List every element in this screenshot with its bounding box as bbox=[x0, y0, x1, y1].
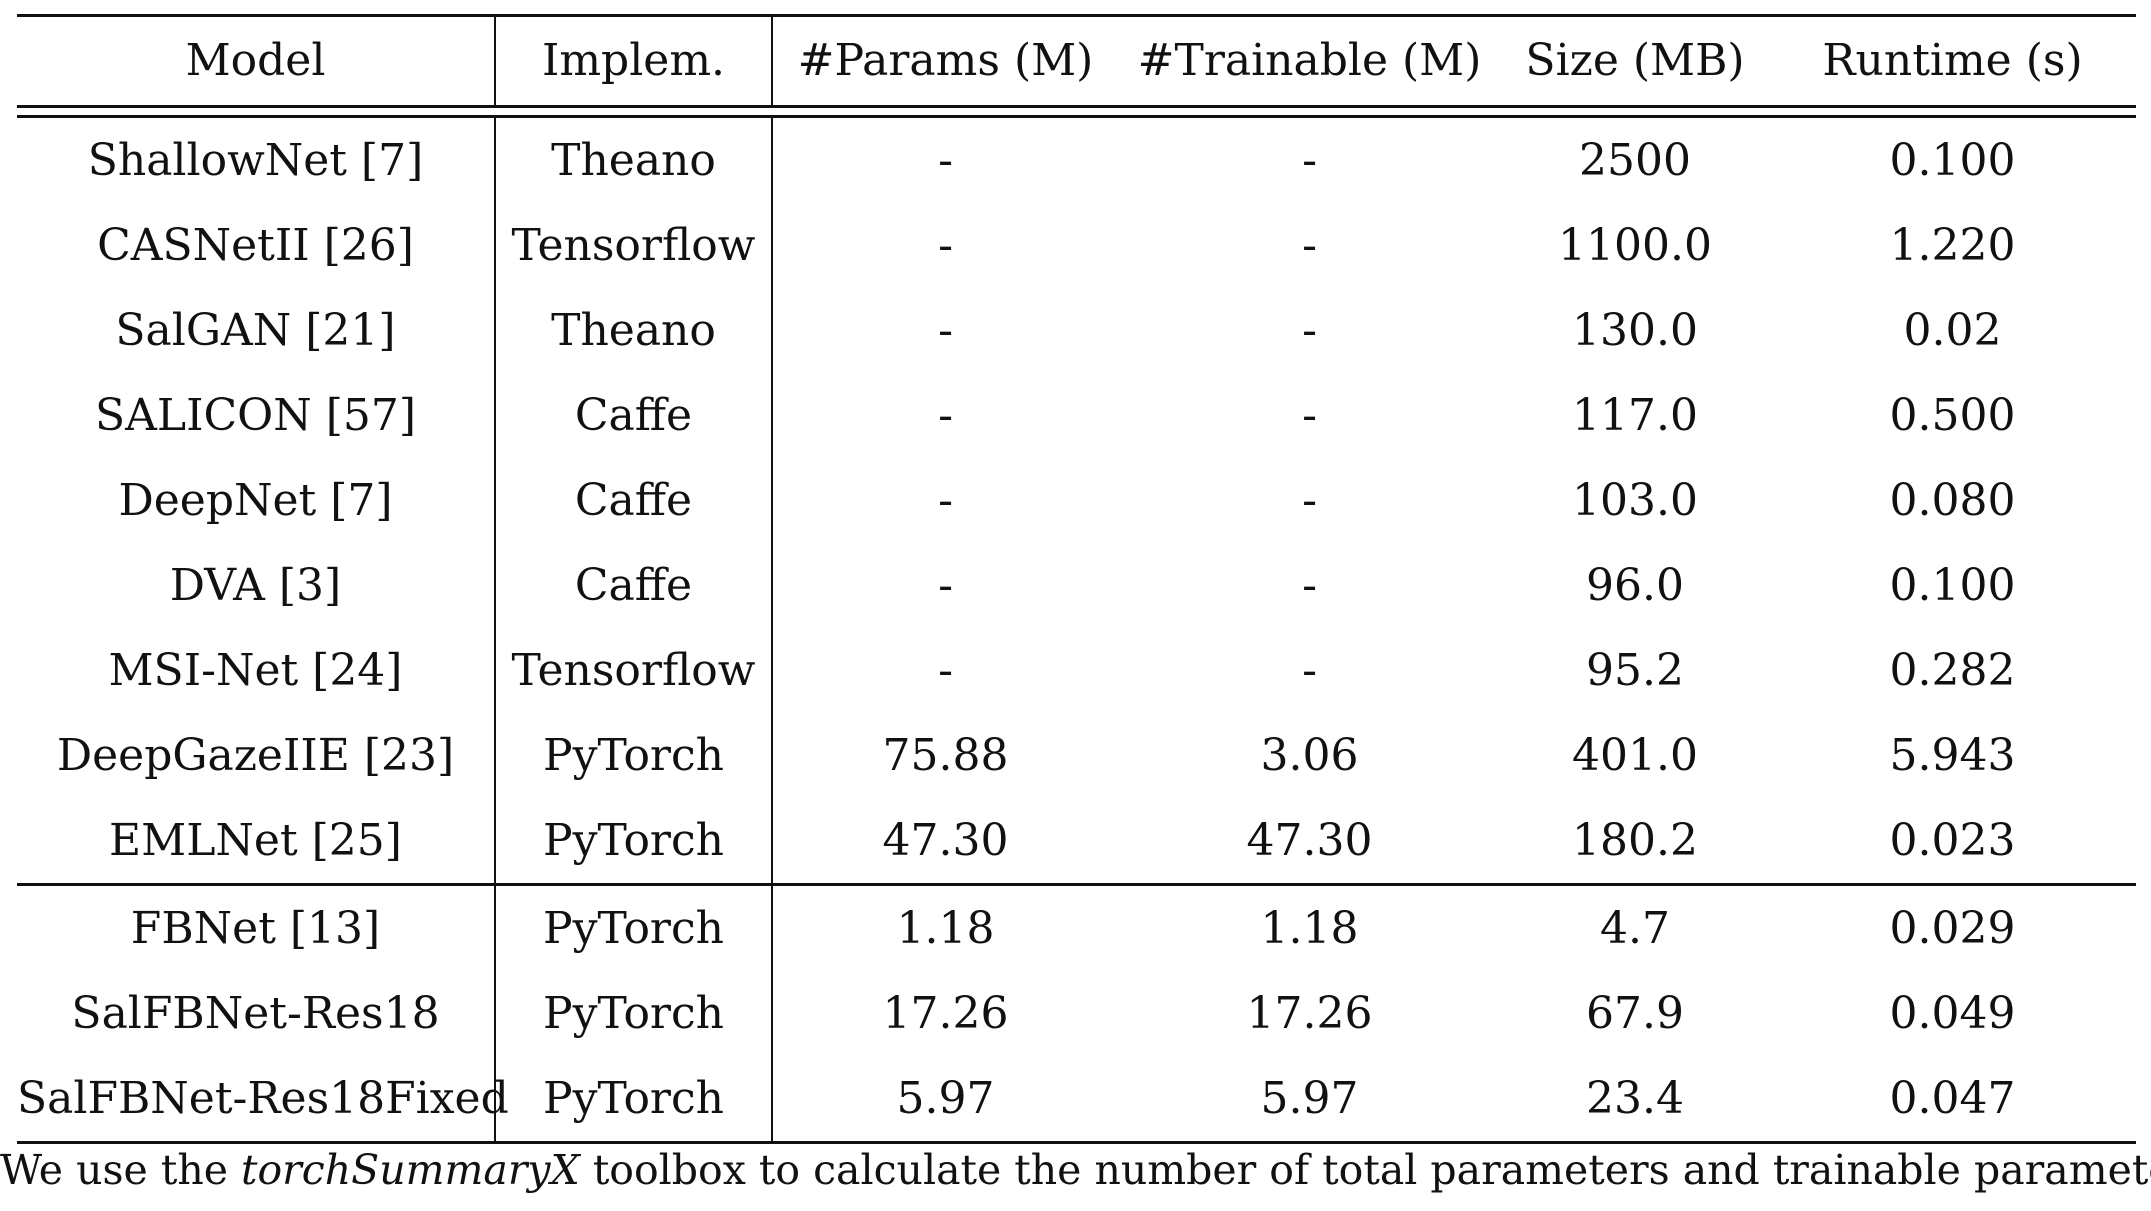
cell-model: CASNetII [26] bbox=[17, 203, 496, 288]
cell-size: 401.0 bbox=[1572, 729, 1698, 781]
cell-model: SalFBNet-Res18 bbox=[17, 971, 496, 1056]
cell-implementation: PyTorch bbox=[495, 798, 773, 885]
cell-trainable: - bbox=[1302, 559, 1317, 611]
table-row: SalFBNet-Res18 PyTorch 17.26 17.26 67.9 0.049 bbox=[17, 971, 2136, 1056]
cell-implementation: Caffe bbox=[495, 543, 773, 628]
cell-params: 5.97 bbox=[772, 1056, 1118, 1144]
cell-size: 103.0 bbox=[1572, 474, 1698, 526]
cell-params: 17.26 bbox=[882, 987, 1009, 1039]
cell-runtime: 5.943 bbox=[1889, 729, 2016, 781]
header-params: #Params (M) bbox=[772, 14, 1118, 108]
cell-trainable: - bbox=[1118, 115, 1501, 203]
results-table-container: Model Implem. #Params (M) #Trainable (M)… bbox=[17, 14, 2136, 1144]
cell-implementation: Theano bbox=[495, 115, 773, 203]
cell-size: 4.7 bbox=[1501, 883, 1769, 971]
cell-model: DeepGazeIIE [23] bbox=[17, 713, 496, 798]
cell-runtime: 0.500 bbox=[1889, 389, 2016, 441]
cell-implementation: Caffe bbox=[495, 373, 773, 458]
cell-model: DVA [3] bbox=[17, 543, 496, 628]
cell-implementation: Tensorflow bbox=[495, 628, 773, 713]
cell-implementation: PyTorch bbox=[495, 883, 773, 971]
header-runtime: Runtime (s) bbox=[1769, 14, 2136, 108]
cell-model: EMLNet [25] bbox=[17, 798, 496, 885]
cell-model: ShallowNet [7] bbox=[17, 115, 496, 203]
cell-implementation: PyTorch bbox=[495, 971, 773, 1056]
cell-implementation: PyTorch bbox=[495, 713, 773, 798]
cell-params: - bbox=[938, 474, 953, 526]
table-row: SALICON [57] Caffe - - 117.0 0.500 bbox=[17, 373, 2136, 458]
cell-trainable: 5.97 bbox=[1118, 1056, 1501, 1144]
table-row: EMLNet [25] PyTorch 47.30 47.30 180.2 0.023 bbox=[17, 798, 2136, 885]
cell-size: 1100.0 bbox=[1558, 219, 1712, 271]
cell-params: 47.30 bbox=[882, 814, 1009, 866]
proposed-methods-group: FBNet [13] PyTorch 1.18 1.18 4.7 0.029 SalFBNe… bbox=[17, 883, 2136, 1144]
cell-params: - bbox=[772, 115, 1118, 203]
footnote-text-before: We use the bbox=[0, 1146, 242, 1194]
table-row: MSI-Net [24] Tensorflow - - 95.2 0.282 bbox=[17, 628, 2136, 713]
cell-params: - bbox=[938, 304, 953, 356]
cell-size: 117.0 bbox=[1572, 389, 1698, 441]
cell-size: 130.0 bbox=[1572, 304, 1698, 356]
table-row: DeepGazeIIE [23] PyTorch 75.88 3.06 401.0 5.9… bbox=[17, 713, 2136, 798]
cell-implementation: Tensorflow bbox=[495, 203, 773, 288]
cell-runtime: 0.100 bbox=[1769, 115, 2136, 203]
cell-trainable: 1.18 bbox=[1118, 883, 1501, 971]
header-size: Size (MB) bbox=[1501, 14, 1769, 108]
cell-runtime: 0.023 bbox=[1889, 814, 2016, 866]
cell-params: - bbox=[938, 219, 953, 271]
table-row: DeepNet [7] Caffe - - 103.0 0.080 bbox=[17, 458, 2136, 543]
cell-size: 180.2 bbox=[1572, 814, 1698, 866]
cell-runtime: 0.282 bbox=[1889, 644, 2016, 696]
model-comparison-table: Model Implem. #Params (M) #Trainable (M)… bbox=[17, 14, 2136, 1144]
cell-runtime: 0.049 bbox=[1889, 987, 2016, 1039]
cell-size: 2500 bbox=[1501, 115, 1769, 203]
cell-trainable: - bbox=[1302, 474, 1317, 526]
footnote-tool-name: torchSummaryX bbox=[241, 1146, 580, 1194]
cell-size: 96.0 bbox=[1586, 559, 1684, 611]
cell-params: - bbox=[938, 389, 953, 441]
cell-model: MSI-Net [24] bbox=[17, 628, 496, 713]
cell-model: SalFBNet-Res18Fixed bbox=[17, 1056, 509, 1144]
cell-runtime: 0.02 bbox=[1903, 304, 2002, 356]
cell-trainable: - bbox=[1302, 219, 1317, 271]
table-row: ShallowNet [7] Theano - -2500 0.100 bbox=[17, 115, 2136, 203]
cell-model: DeepNet [7] bbox=[17, 458, 496, 543]
cell-trainable: - bbox=[1302, 304, 1317, 356]
cell-implementation: PyTorch bbox=[495, 1056, 773, 1144]
table-row: CASNetII [26] Tensorflow - - 1100.0 1.220 bbox=[17, 203, 2136, 288]
cell-runtime: 0.100 bbox=[1889, 559, 2016, 611]
cell-runtime: 0.029 bbox=[1769, 883, 2136, 971]
table-row: SalGAN [21] Theano - - 130.0 0.02 bbox=[17, 288, 2136, 373]
cell-model: FBNet [13] bbox=[17, 883, 496, 971]
cell-size: 95.2 bbox=[1586, 644, 1684, 696]
cell-size: 67.9 bbox=[1586, 987, 1684, 1039]
cell-trainable: 3.06 bbox=[1260, 729, 1359, 781]
cell-trainable: - bbox=[1302, 389, 1317, 441]
header-trainable: #Trainable (M) bbox=[1118, 14, 1501, 108]
table-row: FBNet [13] PyTorch 1.18 1.18 4.7 0.029 bbox=[17, 883, 2136, 971]
cell-params: 75.88 bbox=[882, 729, 1009, 781]
cell-implementation: Theano bbox=[495, 288, 773, 373]
table-row: SalFBNet-Res18Fixed PyTorch 5.97 5.97 23.4 0.… bbox=[17, 1056, 2136, 1144]
cell-runtime: 1.220 bbox=[1889, 219, 2016, 271]
table-footnote: We use the torchSummaryX toolbox to calc… bbox=[0, 1150, 2151, 1191]
cell-trainable: 17.26 bbox=[1246, 987, 1373, 1039]
cell-size: 23.4 bbox=[1501, 1056, 1769, 1144]
cell-runtime: 0.080 bbox=[1889, 474, 2016, 526]
cell-implementation: Caffe bbox=[495, 458, 773, 543]
table-row: DVA [3] Caffe - - 96.0 0.100 bbox=[17, 543, 2136, 628]
cell-trainable: - bbox=[1302, 644, 1317, 696]
cell-params: - bbox=[938, 644, 953, 696]
cell-runtime: 0.047 bbox=[1769, 1056, 2136, 1144]
cell-params: 1.18 bbox=[772, 883, 1118, 971]
cell-model: SALICON [57] bbox=[17, 373, 496, 458]
prior-methods-group: ShallowNet [7] Theano - -2500 0.100 CASNetII … bbox=[17, 115, 2136, 885]
header-row: Model Implem. #Params (M) #Trainable (M)… bbox=[17, 14, 2136, 108]
cell-trainable: 47.30 bbox=[1246, 814, 1373, 866]
header-model: Model bbox=[17, 14, 496, 108]
cell-params: - bbox=[938, 559, 953, 611]
cell-model: SalGAN [21] bbox=[17, 288, 496, 373]
header-implementation: Implem. bbox=[495, 14, 773, 108]
footnote-text-after: toolbox to calculate the number of total… bbox=[579, 1146, 2151, 1194]
